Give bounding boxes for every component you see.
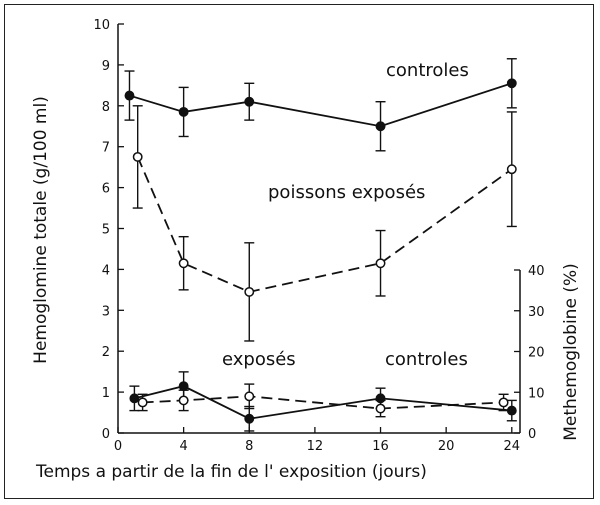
y2-tick-label: 30 [528, 305, 545, 320]
hb-controles-point [244, 96, 255, 107]
y-tick-label: 1 [102, 386, 110, 401]
x-axis-title: Temps a partir de la fin de l' expositio… [35, 462, 427, 482]
y-tick-label: 7 [102, 141, 110, 156]
hb-exposes-point [178, 258, 189, 269]
hb-controles-point [375, 121, 386, 132]
hb-exposes-line [136, 156, 513, 293]
annotation-met-exposes: exposés [222, 349, 296, 370]
x-tick-label: 8 [245, 439, 253, 454]
hb-controles-point [124, 90, 135, 101]
x-tick-label: 4 [179, 439, 187, 454]
met-exposes-point [244, 413, 255, 424]
x-tick-label: 20 [438, 439, 455, 454]
y2-tick-label: 0 [528, 427, 536, 442]
met-controles-point [375, 403, 386, 414]
x-tick-label: 0 [114, 439, 122, 454]
y-tick-label: 9 [102, 59, 110, 74]
y-axis-title: Hemoglomine totale (g/100 ml) [31, 96, 51, 364]
hb-exposes-point [132, 151, 143, 162]
y-tick-label: 10 [93, 18, 110, 33]
y2-tick-label: 20 [528, 346, 545, 361]
hb-controles-point [506, 78, 517, 89]
y-tick-label: 0 [102, 427, 110, 442]
y-tick-label: 5 [102, 223, 110, 238]
met-exposes-point [506, 405, 517, 416]
y-tick-label: 4 [102, 263, 110, 278]
hb-controles-line [129, 82, 513, 128]
annotation-hb-controles: controles [386, 60, 469, 81]
x-tick-label: 12 [307, 439, 324, 454]
hb-exposes-point [506, 164, 517, 175]
met-controles-point [498, 397, 509, 408]
annotation-met-controles: controles [385, 349, 468, 370]
x-tick-label: 16 [372, 439, 389, 454]
series-layer [124, 58, 517, 432]
y-tick-label: 6 [102, 182, 110, 197]
met-exposes-point [178, 381, 189, 392]
met-exposes-point [129, 393, 140, 404]
met-controles-point [178, 395, 189, 406]
y-tick-label: 8 [102, 100, 110, 115]
y-tick-label: 3 [102, 304, 110, 319]
y2-tick-label: 10 [528, 386, 545, 401]
hb-exposes-point [244, 286, 255, 297]
annotation-hb-exposes: poissons exposés [268, 182, 425, 203]
hb-controles-point [178, 106, 189, 117]
y2-axis-title: Methemoglobine (%) [561, 263, 581, 440]
hb-exposes-point [375, 258, 386, 269]
y2-tick-label: 40 [528, 264, 545, 279]
figure-frame [4, 4, 594, 499]
x-tick-label: 24 [504, 439, 521, 454]
y-tick-label: 2 [102, 345, 110, 360]
met-controles-point [137, 397, 148, 408]
met-controles-point [244, 391, 255, 402]
